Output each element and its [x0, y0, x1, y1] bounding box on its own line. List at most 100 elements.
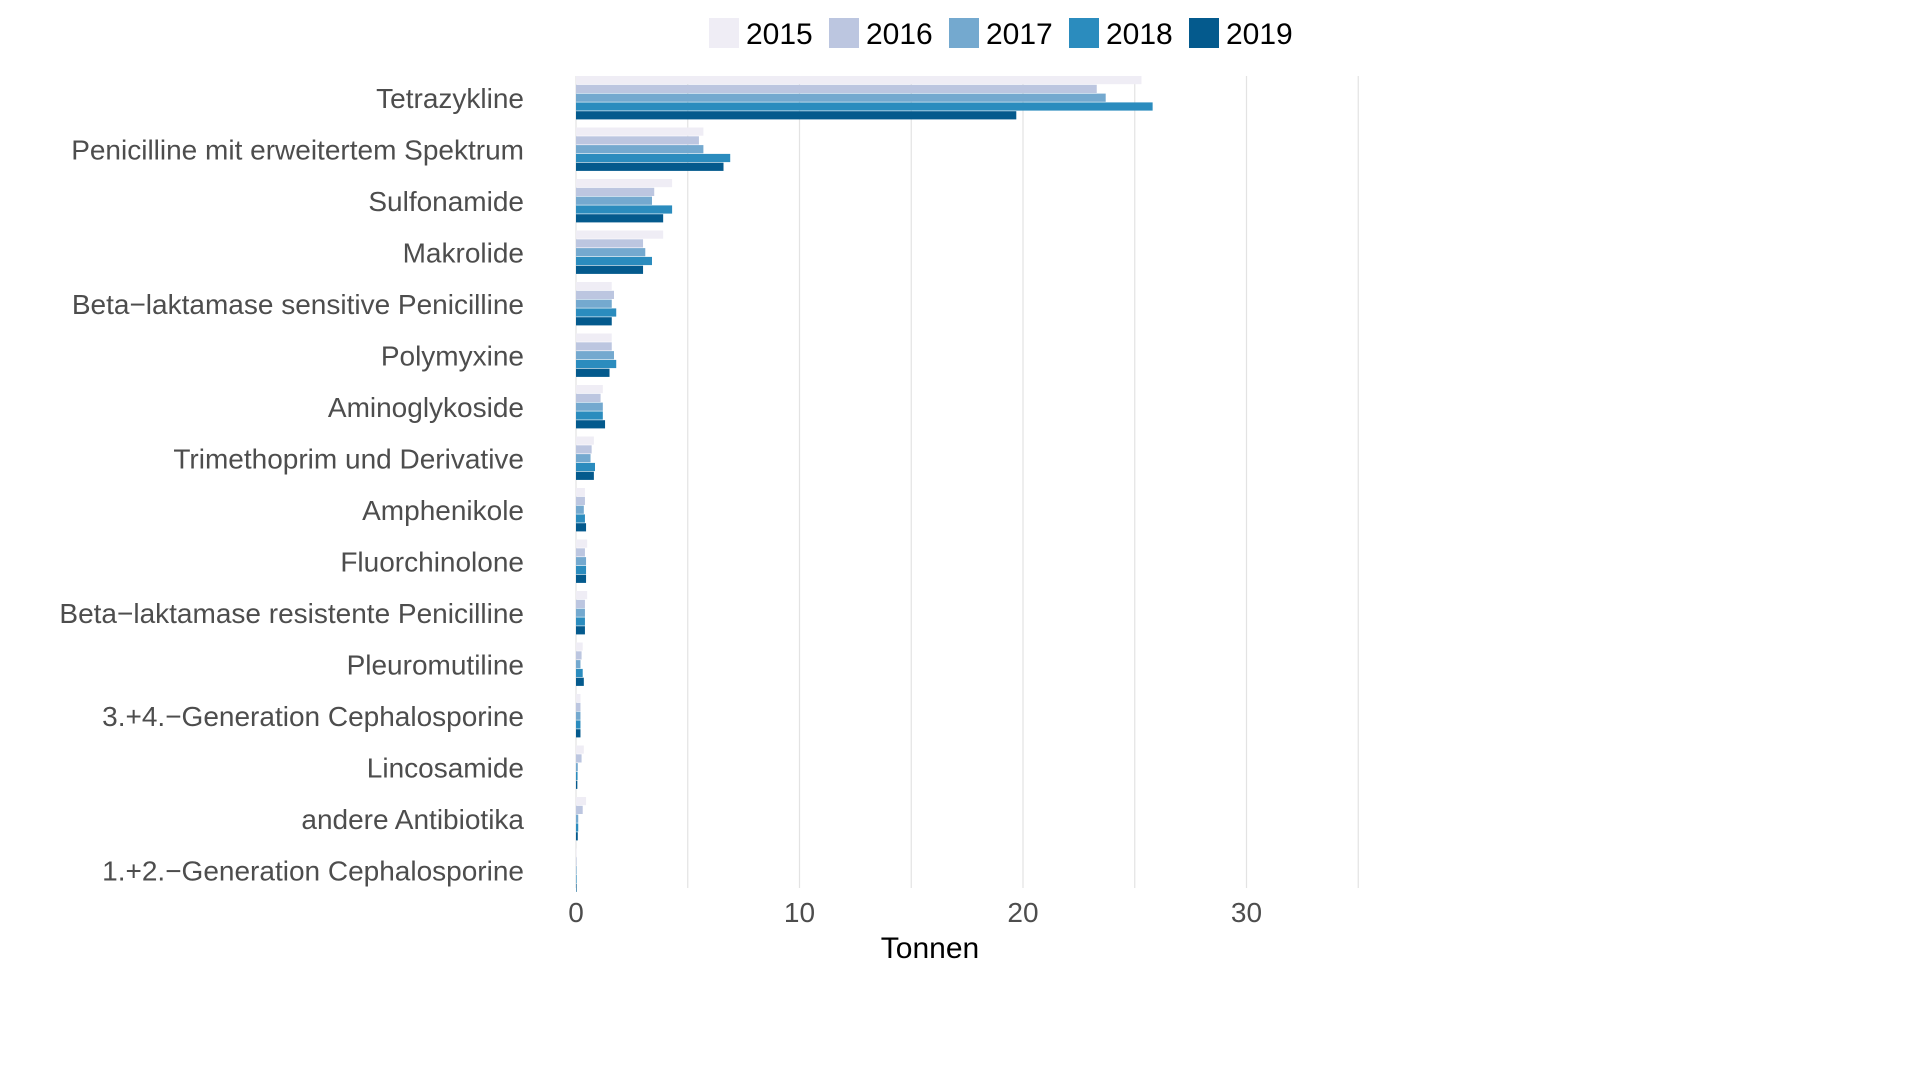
bar-2018: [576, 153, 731, 163]
bar-2019: [576, 626, 585, 635]
bar-2018: [576, 617, 585, 626]
bar-2019: [576, 471, 594, 480]
bar-2015: [576, 797, 587, 806]
bar-2017: [576, 248, 646, 257]
bar-2018: [576, 411, 603, 420]
bar-2018: [576, 514, 585, 523]
bar-2018: [576, 462, 595, 472]
category-label: Pleuromutiline: [347, 650, 524, 681]
bar-2015: [576, 539, 588, 548]
bar-2019: [576, 574, 587, 583]
category-labels: Tetrazykline Penicilline mit erweitertem …: [59, 83, 524, 887]
bar-2015: [576, 436, 594, 445]
legend: 2015 2016 2017 2018 2019: [709, 18, 1293, 51]
bar-2018: [576, 308, 617, 317]
legend-swatch-2016: [829, 18, 859, 48]
bar-2016: [576, 702, 581, 711]
bar-2018: [576, 565, 587, 575]
bar-2017: [576, 299, 612, 308]
bar-2016: [576, 496, 585, 505]
category-label: Aminoglykoside: [328, 392, 524, 423]
category-label: Penicilline mit erweitertem Spektrum: [71, 135, 524, 166]
bar-2016: [576, 239, 644, 248]
gridlines: [575, 76, 1359, 888]
bar-2017: [576, 608, 585, 617]
bar-2019: [576, 420, 606, 429]
bar-2015: [576, 385, 603, 394]
bar-2017: [576, 93, 1106, 102]
bar-2017: [576, 660, 581, 669]
category-label: Amphenikole: [362, 495, 524, 526]
x-tick-label: 30: [1231, 897, 1262, 928]
bar-2017: [576, 557, 587, 566]
bar-2017: [576, 866, 577, 875]
bar-2019: [576, 780, 578, 789]
bar-2015: [576, 179, 673, 188]
x-tick-label: 10: [784, 897, 815, 928]
bar-2015: [576, 127, 704, 136]
legend-swatch-2017: [949, 18, 979, 48]
bar-2015: [576, 745, 584, 754]
bar-2019: [576, 214, 664, 223]
bar-2017: [576, 763, 578, 772]
bar-2018: [576, 823, 579, 832]
bar-2015: [576, 591, 588, 600]
bar-2019: [576, 883, 577, 892]
bar-2017: [576, 505, 584, 514]
legend-label: 2016: [866, 18, 933, 51]
bar-2019: [576, 265, 644, 274]
bar-2016: [576, 548, 585, 557]
bar-2017: [576, 814, 579, 823]
bar-2019: [576, 111, 1017, 120]
bar-2019: [576, 162, 724, 171]
category-label: Beta−laktamase sensitive Penicilline: [72, 289, 524, 320]
bar-2018: [576, 256, 652, 266]
bar-2017: [576, 196, 652, 205]
bar-2016: [576, 599, 585, 608]
bar-2016: [576, 136, 699, 145]
bar-2016: [576, 84, 1097, 93]
category-label: Lincosamide: [367, 753, 524, 784]
bar-2016: [576, 187, 655, 196]
bar-2016: [576, 290, 614, 299]
bar-2018: [576, 668, 583, 678]
bar-2016: [576, 445, 592, 454]
bars: [576, 76, 1153, 892]
bar-2017: [576, 454, 591, 463]
bar-2015: [576, 848, 577, 857]
bar-2017: [576, 711, 581, 720]
category-label: Beta−laktamase resistente Penicilline: [59, 598, 524, 629]
category-label: Sulfonamide: [368, 186, 524, 217]
bar-2016: [576, 857, 577, 866]
category-label: Trimethoprim und Derivative: [173, 444, 524, 475]
category-label: 3.+4.−Generation Cephalosporine: [102, 701, 524, 732]
bar-2018: [576, 874, 577, 884]
bar-2019: [576, 729, 581, 738]
bar-2019: [576, 677, 584, 686]
bar-2016: [576, 393, 601, 402]
x-tick-label: 0: [568, 897, 584, 928]
bar-2017: [576, 351, 614, 360]
x-tick-label: 20: [1007, 897, 1038, 928]
legend-swatch-2019: [1189, 18, 1219, 48]
bar-2015: [576, 282, 612, 291]
category-label: Tetrazykline: [376, 83, 524, 114]
legend-label: 2015: [746, 18, 813, 51]
legend-swatch-2018: [1069, 18, 1099, 48]
category-label: Polymyxine: [381, 341, 524, 372]
bar-2018: [576, 205, 673, 214]
bar-2015: [576, 642, 583, 651]
bar-2016: [576, 754, 582, 763]
x-axis-title: Tonnen: [881, 932, 979, 965]
category-label: 1.+2.−Generation Cephalosporine: [102, 856, 524, 887]
bar-2016: [576, 342, 612, 351]
bar-2015: [576, 488, 585, 497]
legend-label: 2017: [986, 18, 1053, 51]
category-label: Fluorchinolone: [340, 547, 524, 578]
legend-swatch-2015: [709, 18, 739, 48]
bar-2019: [576, 368, 610, 377]
bar-2018: [576, 771, 578, 781]
bar-2018: [576, 720, 581, 729]
x-axis-ticks: 0 10 20 30: [568, 897, 1262, 928]
